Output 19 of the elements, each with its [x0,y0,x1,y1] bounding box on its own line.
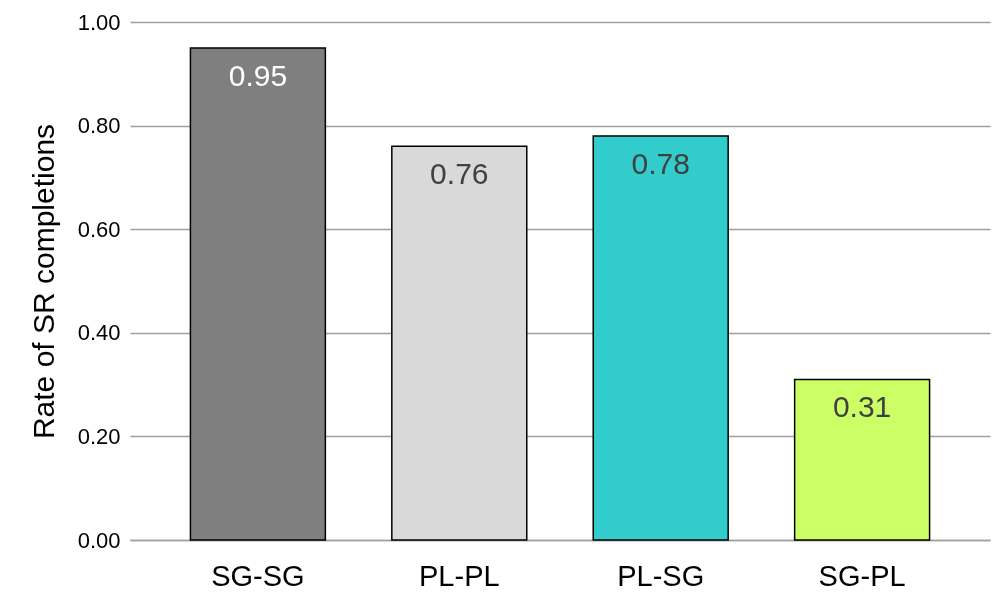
data-label: 0.31 [832,390,892,424]
bar [793,378,931,541]
data-label: 0.78 [631,146,690,180]
x-tick-label: SG-SG [211,559,305,592]
y-tick-label: 1.00 [77,9,121,35]
x-tick-label: PL-SG [617,559,705,592]
x-tick-label: PL-PL [418,559,500,592]
y-tick-label: 0.80 [77,113,121,139]
y-tick-label: 0.20 [77,423,121,449]
data-label: 0.76 [430,157,489,191]
y-axis-title: Rate of SR completions [26,123,60,440]
y-tick-label: 0.00 [77,527,121,553]
bar [189,47,327,541]
data-label: 0.95 [228,58,288,92]
bar [391,145,528,541]
bar [592,135,729,541]
x-tick-label: SG-PL [818,559,906,592]
y-tick-label: 0.40 [77,320,121,346]
y-tick-label: 0.60 [77,216,121,242]
